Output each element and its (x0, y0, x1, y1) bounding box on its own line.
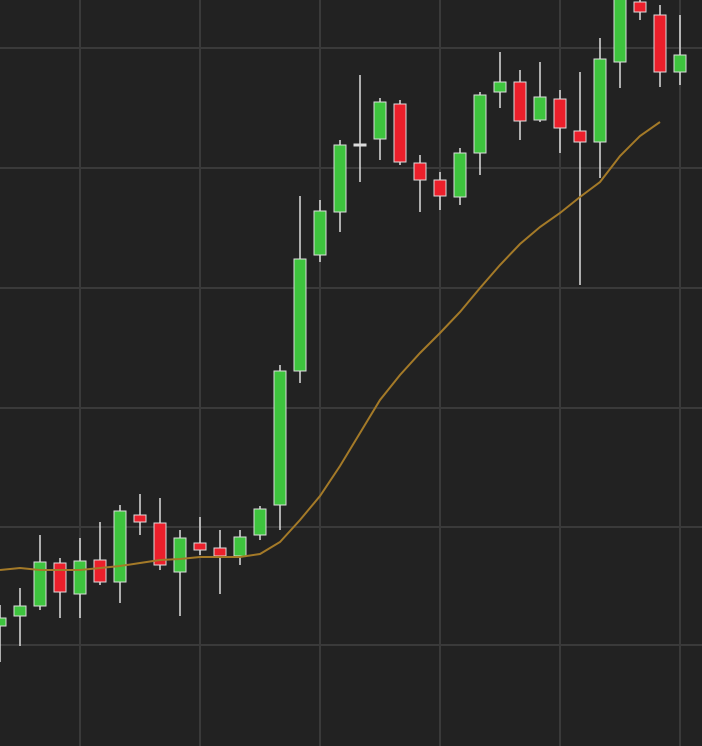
moving-average (0, 121, 661, 571)
candle-body (673, 54, 687, 73)
candle-body (233, 536, 247, 557)
candle-body (293, 258, 307, 372)
candle-body (573, 130, 587, 143)
candle-body (33, 561, 47, 607)
candle-body (413, 162, 427, 181)
candle-body (613, 0, 627, 63)
candle-body (133, 514, 147, 523)
candle-body (453, 152, 467, 198)
candle-body (493, 81, 507, 93)
candle-body (53, 562, 67, 593)
candle-body (353, 143, 367, 147)
candle-body (633, 1, 647, 13)
candle-body (13, 605, 27, 617)
candle-body (593, 58, 607, 143)
candle-body (213, 547, 227, 557)
candle-body (433, 179, 447, 197)
candle-body (0, 617, 7, 627)
candle-body (533, 96, 547, 121)
candle-body (473, 94, 487, 154)
candle-body (273, 370, 287, 506)
candle-body (513, 81, 527, 122)
candle-body (193, 542, 207, 551)
candle-body (393, 103, 407, 163)
candle-body (373, 101, 387, 140)
candle-body (253, 508, 267, 536)
candle-body (333, 144, 347, 213)
candle-body (313, 210, 327, 256)
candle-body (73, 560, 87, 595)
candle-body (153, 522, 167, 566)
candle-body (93, 559, 107, 583)
candle-body (653, 14, 667, 73)
candle-body (553, 98, 567, 129)
candle-body (173, 537, 187, 573)
candle-body (113, 510, 127, 583)
